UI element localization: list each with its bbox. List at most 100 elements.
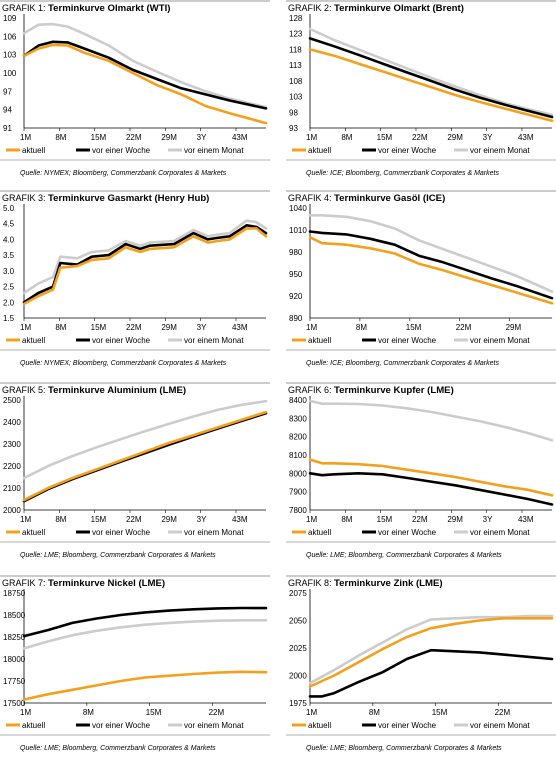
legend-label: vor einer Woche [378, 528, 437, 537]
legend-label: aktuell [22, 336, 45, 345]
legend-label: vor einem Monat [184, 146, 244, 155]
chart-panel-aluminium: GRAFIK 5: Terminkurve Aluminium (LME) 250… [0, 382, 270, 568]
y-tick-label: 920 [289, 292, 303, 301]
y-tick-label: 3.5 [3, 251, 15, 260]
legend-label: aktuell [308, 146, 331, 155]
chart-panel-nickel: GRAFIK 7: Terminkurve Nickel (LME) 18750 1… [0, 575, 270, 761]
legend-label: aktuell [308, 336, 331, 345]
series-line-vor-einem-monat [308, 213, 554, 293]
y-tick-label: 17500 [3, 699, 26, 708]
y-tick-label: 2400 [3, 418, 21, 427]
x-tick-label: 15M [146, 708, 162, 717]
x-tick-label: 15M [377, 515, 393, 524]
y-tick-label: 1.5 [3, 314, 15, 323]
chart-title: GRAFIK 7: Terminkurve Nickel (LME) [2, 578, 165, 589]
y-tick-label: 94 [3, 106, 12, 115]
x-tick-label: 3Y [197, 133, 207, 142]
x-tick-label: 43M [518, 515, 534, 524]
x-tick-label: 15M [91, 133, 107, 142]
legend-label: aktuell [22, 721, 45, 730]
series-line-vor-einem-monat [22, 618, 268, 650]
x-tick-label: 1M [306, 708, 317, 717]
y-tick-label: 2200 [3, 462, 21, 471]
x-tick-label: 8M [356, 323, 367, 332]
chart-source: Quelle: LME; Bloomberg, Commerzbank Corp… [306, 552, 502, 559]
legend-label: vor einem Monat [470, 146, 530, 155]
x-tick-label: 15M [91, 515, 107, 524]
y-tick-label: 8100 [289, 451, 307, 460]
y-tick-label: 4.5 [3, 220, 15, 229]
y-tick-label: 113 [289, 61, 302, 70]
y-tick-label: 118 [289, 45, 302, 54]
x-tick-label: 43M [232, 133, 248, 142]
y-tick-label: 2500 [3, 396, 21, 405]
y-tick-label: 106 [3, 32, 17, 41]
x-tick-label: 1M [20, 133, 31, 142]
series-line-vor-einer-woche [22, 223, 268, 304]
chart-source: Quelle: ICE; Bloomberg, Commerzbank Corp… [306, 360, 499, 367]
x-tick-label: 22M [495, 708, 511, 717]
legend-label: vor einer Woche [378, 336, 437, 345]
chart-svg: GRAFIK 4: Terminkurve Gasöl (ICE)1040 101… [286, 190, 556, 367]
y-tick-label: 1010 [289, 226, 307, 235]
chart-svg: GRAFIK 7: Terminkurve Nickel (LME)18750 1… [0, 575, 270, 752]
x-tick-label: 1M [20, 323, 31, 332]
y-tick-label: 890 [289, 314, 303, 323]
series-line-aktuell [308, 616, 554, 688]
chart-panel-wti: GRAFIK 1: Terminkurve Olmarkt (WTI) 109 10… [0, 0, 270, 186]
chart-source: Quelle: NYMEX; Bloomberg, Commerzbank Co… [20, 360, 227, 367]
x-tick-label: 3Y [197, 515, 207, 524]
y-tick-label: 2050 [289, 617, 307, 626]
x-tick-label: 8M [55, 323, 66, 332]
series-line-vor-einer-woche [308, 472, 554, 506]
series-line-aktuell [308, 48, 554, 123]
legend-label: aktuell [22, 528, 45, 537]
x-tick-label: 22M [412, 133, 428, 142]
x-tick-label: 1M [306, 323, 317, 332]
y-tick-label: 98 [289, 108, 298, 117]
legend-label: vor einer Woche [378, 146, 437, 155]
chart-source: Quelle: ICE; Bloomberg, Commerzbank Corp… [306, 170, 499, 177]
y-tick-label: 2.0 [3, 298, 15, 307]
chart-svg: GRAFIK 1: Terminkurve Olmarkt (WTI)109 10… [0, 0, 270, 177]
y-tick-label: 91 [3, 124, 12, 133]
legend-label: vor einem Monat [470, 528, 530, 537]
chart-title: GRAFIK 3: Terminkurve Gasmarkt (Henry Hu… [2, 193, 209, 204]
chart-title: GRAFIK 8: Terminkurve Zink (LME) [288, 578, 443, 589]
y-tick-label: 2025 [289, 644, 307, 653]
x-tick-label: 1M [20, 708, 31, 717]
chart-panel-gasoil: GRAFIK 4: Terminkurve Gasöl (ICE) 1040 101… [286, 190, 556, 376]
y-tick-label: 18250 [3, 633, 26, 642]
y-tick-label: 103 [289, 93, 303, 102]
y-tick-label: 5.0 [3, 204, 15, 213]
chart-source: Quelle: LME; Bloomberg, Commerzbank Corp… [306, 745, 502, 752]
y-tick-label: 2000 [3, 506, 21, 515]
x-tick-label: 8M [341, 515, 352, 524]
x-tick-label: 8M [83, 708, 94, 717]
y-tick-label: 7800 [289, 506, 307, 515]
series-line-vor-einem-monat [308, 399, 554, 442]
chart-svg: GRAFIK 8: Terminkurve Zink (LME)2075 2050… [286, 575, 556, 752]
series-line-vor-einer-woche [308, 37, 554, 119]
series-line-vor-einer-woche [308, 230, 554, 300]
x-tick-label: 43M [518, 133, 534, 142]
series-line-aktuell [22, 410, 268, 502]
series-line-aktuell [22, 670, 268, 701]
x-tick-label: 15M [377, 133, 393, 142]
chart-svg: GRAFIK 5: Terminkurve Aluminium (LME)250… [0, 382, 270, 559]
y-tick-label: 93 [289, 124, 298, 133]
series-line-aktuell [22, 43, 268, 125]
chart-title: GRAFIK 1: Terminkurve Olmarkt (WTI) [2, 3, 170, 14]
y-tick-label: 950 [289, 270, 303, 279]
y-tick-label: 8000 [289, 469, 307, 478]
chart-panel-henry-hub: GRAFIK 3: Terminkurve Gasmarkt (Henry Hu… [0, 190, 270, 376]
y-tick-label: 17750 [3, 677, 26, 686]
y-tick-label: 2000 [289, 672, 307, 681]
y-tick-label: 2.5 [3, 283, 15, 292]
series-line-vor-einem-monat [22, 399, 268, 480]
series-line-vor-einer-woche [308, 648, 554, 698]
x-tick-label: 22M [126, 133, 142, 142]
chart-svg: GRAFIK 2: Terminkurve Olmarkt (Brent)128… [286, 0, 556, 177]
y-tick-label: 108 [289, 77, 303, 86]
chart-svg: GRAFIK 6: Terminkurve Kupfer (LME)8400 83… [286, 382, 556, 559]
